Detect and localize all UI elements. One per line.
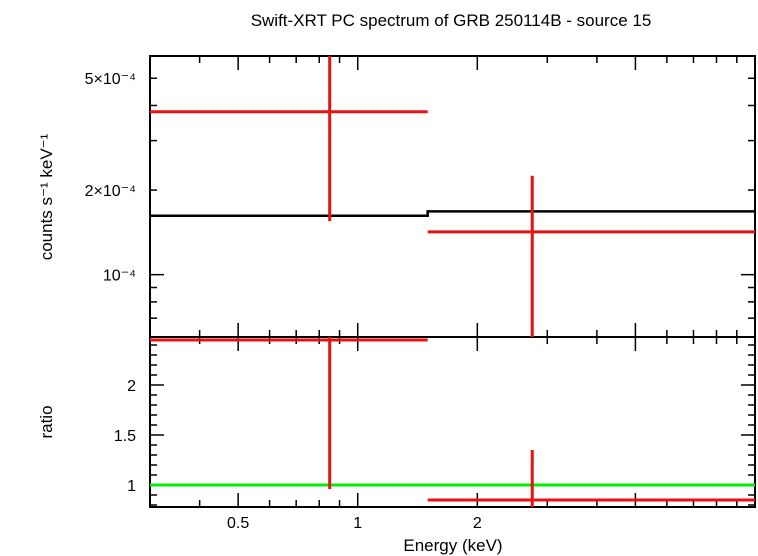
ratio-y-axis-label: ratio [37,405,56,438]
x-tick-label: 1 [353,515,362,532]
spectrum-y-axis-label: counts s⁻¹ keV⁻¹ [37,133,56,260]
ratio-panel [149,336,756,508]
tick-group: 0.5 1 2 5×10⁻⁴ 2×10⁻⁴ 10⁻⁴ 2 1.5 1 [85,56,756,532]
chart-title: Swift-XRT PC spectrum of GRB 250114B - s… [251,11,652,30]
spectrum-frame [149,55,756,338]
spectrum-y-tick-label: 2×10⁻⁴ [85,183,136,200]
spectrum-y-tick-label: 10⁻⁴ [103,268,136,285]
model-line [150,210,755,218]
ratio-y-tick-label: 1 [127,478,136,495]
mark-group [150,56,755,507]
x-axis-label: Energy (keV) [403,536,502,555]
ratio-y-tick-label: 2 [127,378,136,395]
ratio-frame [149,336,756,508]
x-tick-label: 2 [473,515,482,532]
spectrum-y-tick-label: 5×10⁻⁴ [85,71,136,88]
spectrum-panel [149,55,756,338]
ratio-y-tick-label: 1.5 [114,428,136,445]
x-tick-label: 0.5 [227,515,249,532]
